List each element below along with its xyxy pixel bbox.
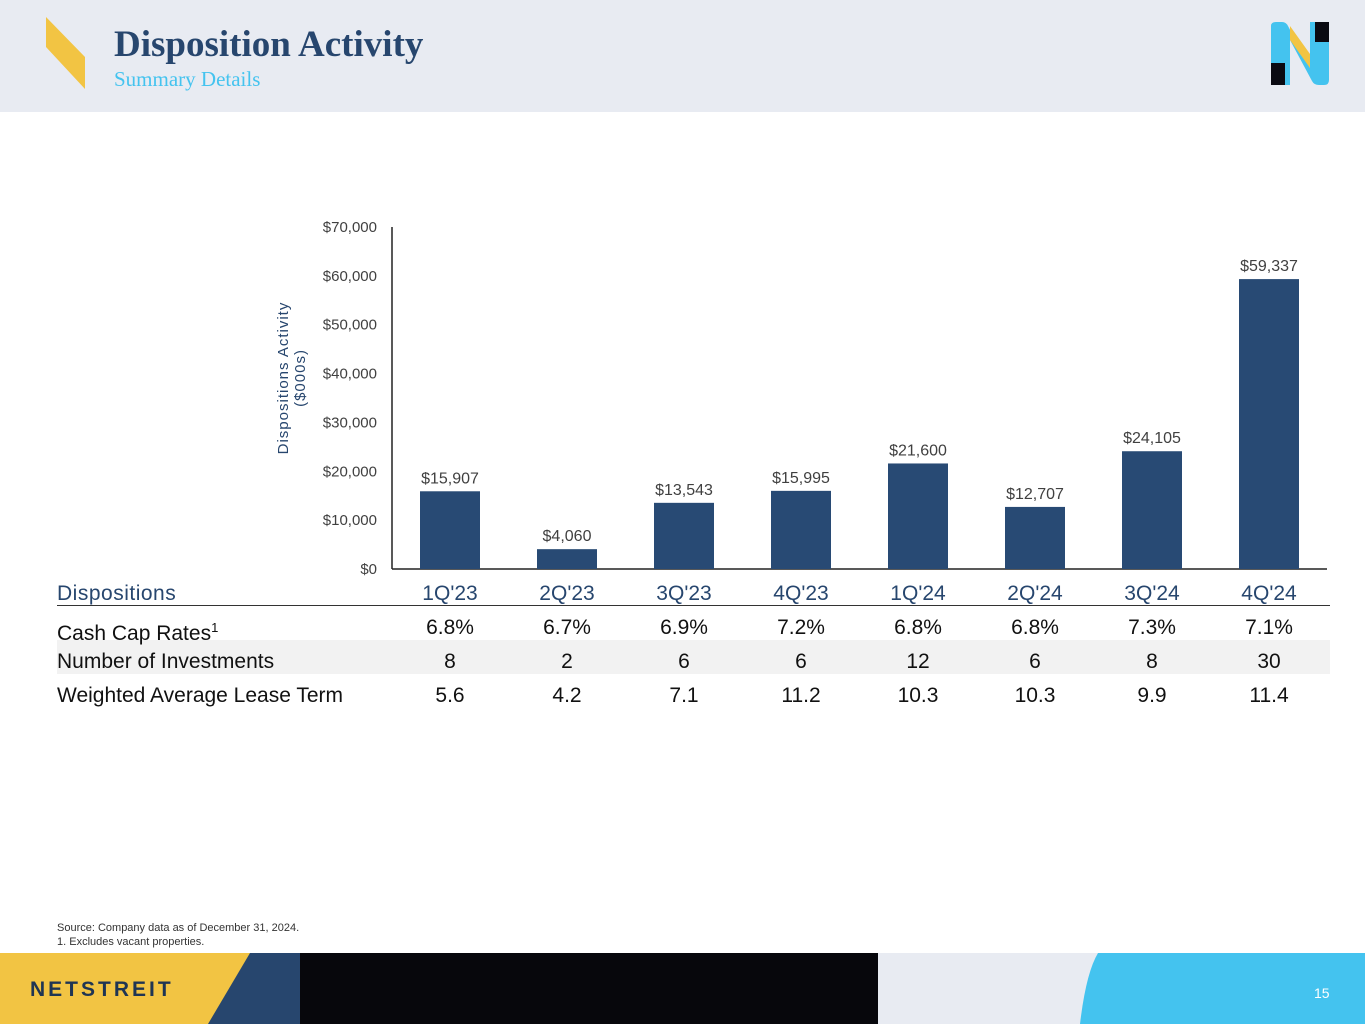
bar-value-label: $15,995 <box>772 470 830 487</box>
table-cell: 8 <box>1146 650 1158 673</box>
bar-1Q24 <box>888 463 948 569</box>
table-cell: 6.8% <box>1011 616 1059 639</box>
footer-band <box>0 953 1365 1024</box>
table-cell: 11.2 <box>781 684 821 707</box>
table-row-shading <box>57 640 1330 674</box>
dispositions-bar-chart: $0 $10,000 $20,000 $30,000 $40,000 $50,000 $60… <box>275 219 1327 578</box>
table-cell: 8 <box>444 650 456 673</box>
table-cell: 9.9 <box>1137 684 1167 707</box>
chevron-logo-icon <box>46 17 85 89</box>
bar-value-label: $12,707 <box>1006 486 1064 503</box>
table-cell: 6.8% <box>894 616 942 639</box>
y-tick-label: $30,000 <box>323 414 377 431</box>
source-note: Source: Company data as of December 31, … <box>57 922 300 934</box>
bar-3Q24 <box>1122 451 1182 569</box>
bar-value-label: $59,337 <box>1240 258 1298 275</box>
bar-2Q23 <box>537 549 597 569</box>
table-cell: 5.6 <box>435 684 465 707</box>
y-axis-label-line-1: Dispositions Activity <box>275 302 292 455</box>
page-number: 15 <box>1314 985 1330 1001</box>
y-tick-label: $60,000 <box>323 268 377 285</box>
y-tick-label: $20,000 <box>323 463 377 480</box>
y-tick-label: $70,000 <box>323 219 377 236</box>
bar-value-label: $15,907 <box>421 470 479 487</box>
footer-brand: NETSTREIT <box>30 978 174 1001</box>
table-cell: 6.8% <box>426 616 474 639</box>
table-cell: 6 <box>1029 650 1041 673</box>
bar-1Q23 <box>420 491 480 569</box>
y-tick-label: $10,000 <box>323 512 377 529</box>
table-cell: 10.3 <box>1014 684 1056 707</box>
table-cell: 4.2 <box>552 684 582 707</box>
netstreit-n-logo-icon <box>1271 22 1329 85</box>
table-cell: 30 <box>1257 650 1281 673</box>
table-cell: 6 <box>795 650 807 673</box>
table-cell: 12 <box>906 650 930 673</box>
bar-value-label: $4,060 <box>543 528 592 545</box>
header-band <box>0 0 1365 112</box>
table-cell: 7.3% <box>1128 616 1176 639</box>
table-cell: 7.1% <box>1245 616 1293 639</box>
row-label-cash-cap-rates: Cash Cap Rates1 <box>57 620 219 645</box>
bar-value-label: $21,600 <box>889 442 947 459</box>
bar-4Q24 <box>1239 279 1299 569</box>
table-cell: 6 <box>678 650 690 673</box>
footnote-1: 1. Excludes vacant properties. <box>57 936 205 948</box>
table-cell: 7.2% <box>777 616 825 639</box>
table-cell: 6.9% <box>660 616 708 639</box>
table-cell: 10.3 <box>897 684 939 707</box>
row-label-number-of-investments: Number of Investments <box>57 650 275 673</box>
bar-value-label: $13,543 <box>655 482 713 499</box>
row-label-weighted-average-lease-term: Weighted Average Lease Term <box>57 684 344 707</box>
y-axis-label-line-2: ($000s) <box>292 349 309 407</box>
bar-4Q23 <box>771 490 831 569</box>
page-title: Disposition Activity <box>114 24 424 65</box>
table-cell: 7.1 <box>669 684 699 707</box>
page-subtitle: Summary Details <box>114 67 261 91</box>
bar-2Q24 <box>1005 506 1065 569</box>
table-cell: 2 <box>561 650 573 673</box>
table-cell: 6.7% <box>543 616 591 639</box>
table-cell: 11.4 <box>1249 684 1289 707</box>
y-tick-label: $0 <box>360 561 377 578</box>
table-header-divider <box>57 605 1330 606</box>
y-axis-label: Dispositions Activity($000s) <box>275 302 309 455</box>
bar-3Q23 <box>654 502 714 569</box>
y-tick-label: $40,000 <box>323 366 377 383</box>
bar-value-label: $24,105 <box>1123 430 1181 447</box>
y-tick-label: $50,000 <box>323 317 377 334</box>
